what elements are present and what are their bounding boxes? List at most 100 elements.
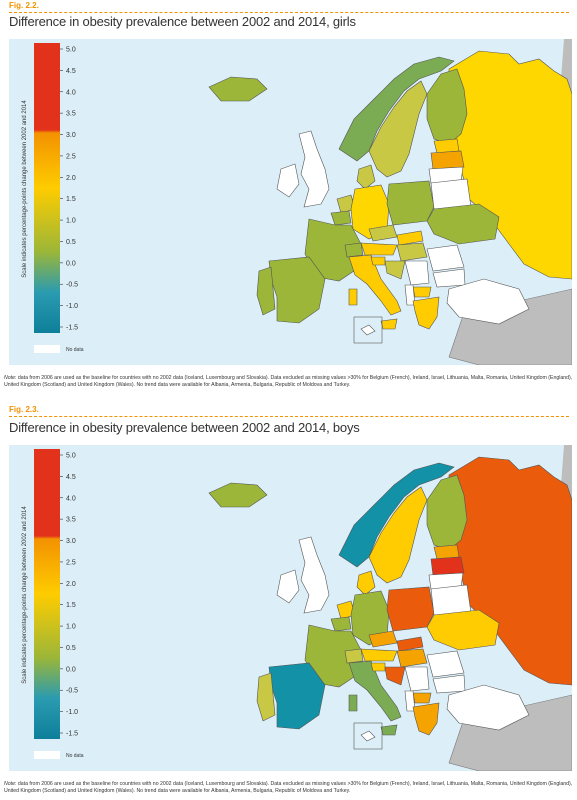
- legend-tick-label: -1.5: [66, 731, 78, 738]
- region-poland: [386, 180, 435, 226]
- figure-note: Note: data from 2006 are used as the bas…: [4, 375, 574, 388]
- legend-tick-label: 2.5: [66, 559, 76, 566]
- legend-tick-label: 2.0: [66, 581, 76, 588]
- region-ireland: [276, 163, 300, 198]
- malta-inset: [353, 316, 383, 344]
- legend-tick-label: 1.0: [66, 624, 76, 631]
- legend-axis-title-text: Scale indicates percentage-points change…: [22, 100, 28, 278]
- region-czechia: [368, 224, 398, 242]
- region-uk: [298, 130, 330, 208]
- region-denmark: [356, 164, 376, 190]
- region-estonia: [433, 544, 460, 560]
- region-sweden: [368, 486, 428, 584]
- region-czechia: [368, 630, 398, 648]
- legend-scale: 5.0 4.5 4.0 3.5 3.0 2.5 2.0 1.5 1.0 0.5 0.0 -0.5 -1.…: [34, 43, 84, 353]
- region-russia: [446, 456, 572, 686]
- region-finland: [426, 68, 468, 145]
- legend: 5.0 4.5 4.0 3.5 3.0 2.5 2.0 1.5 1.0 0.5 0.0 -0.5 -1.…: [34, 445, 104, 771]
- region-serbia: [404, 666, 430, 692]
- region-portugal: [256, 266, 276, 316]
- region-ireland: [276, 569, 300, 604]
- legend-tick-label: 5.0: [66, 47, 76, 54]
- region-italy: [348, 660, 402, 722]
- note-text: : data from 2006 are used as the baselin…: [4, 781, 573, 794]
- legend-no-data-label: No data: [66, 347, 84, 353]
- legend-tick-label: -1.5: [66, 325, 78, 332]
- region-serbia: [404, 260, 430, 286]
- region-norway: [338, 462, 455, 568]
- malta-inset: [353, 722, 383, 750]
- region-bulgaria: [432, 268, 466, 288]
- region-belarus: [430, 584, 472, 616]
- legend-tick-label: -0.5: [66, 282, 78, 289]
- region-belarus: [430, 178, 472, 210]
- legend: 5.0 4.5 4.0 3.5 3.0 2.5 2.0 1.5 1.0 0.5 0.0 -0.5 -1.…: [34, 39, 104, 365]
- legend-tick-label: 3.5: [66, 517, 76, 524]
- legend-tick-label: 1.5: [66, 602, 76, 609]
- legend-tick-label: 0.0: [66, 666, 76, 673]
- region-italy: [348, 254, 402, 316]
- region-croatia: [384, 260, 406, 280]
- legend-color-bar: [34, 43, 60, 333]
- legend-tick-label: 0.0: [66, 260, 76, 267]
- region-ukraine: [426, 203, 500, 245]
- region-estonia: [433, 138, 460, 154]
- note-text: : data from 2006 are used as the baselin…: [4, 375, 573, 388]
- legend-tick-label: 4.0: [66, 495, 76, 502]
- region-sweden: [368, 80, 428, 178]
- region-malta: [360, 324, 376, 336]
- region-switzerland: [344, 242, 364, 258]
- region-switzerland: [344, 648, 364, 664]
- legend-tick-label: 2.5: [66, 153, 76, 160]
- region-turkey: [446, 278, 530, 325]
- region-finland: [426, 474, 468, 551]
- legend-axis-title: Scale indicates percentage-points change…: [22, 100, 28, 278]
- region-slovakia: [396, 230, 424, 246]
- region-latvia: [430, 150, 465, 170]
- region-romania: [426, 650, 465, 678]
- legend-scale: 5.0 4.5 4.0 3.5 3.0 2.5 2.0 1.5 1.0 0.5 0.0 -0.5 -1.…: [34, 449, 84, 759]
- legend-tick-label: -1.0: [66, 709, 78, 716]
- region-sicily: [380, 724, 398, 736]
- region-austria: [360, 242, 398, 256]
- legend-tick-label: 3.0: [66, 538, 76, 545]
- legend-tick-label: 4.5: [66, 474, 76, 481]
- region-slovenia: [370, 662, 386, 672]
- legend-axis-title-text: Scale indicates percentage-points change…: [22, 506, 28, 684]
- legend-tick-label: 4.0: [66, 89, 76, 96]
- europe-map-girls: [208, 39, 572, 365]
- region-bulgaria: [432, 674, 466, 694]
- figure-title: Difference in obesity prevalence between…: [9, 14, 356, 29]
- legend-tick-label: 2.0: [66, 175, 76, 182]
- region-croatia: [384, 666, 406, 686]
- legend-tick-label: 3.0: [66, 132, 76, 139]
- region-belgium: [330, 210, 352, 226]
- figure-label: Fig. 2.3.: [9, 405, 39, 414]
- region-denmark: [356, 570, 376, 596]
- region-russia: [446, 50, 572, 280]
- region-turkey: [446, 684, 530, 731]
- region-norway: [338, 56, 455, 162]
- figure-label: Fig. 2.2.: [9, 1, 39, 10]
- region-poland: [386, 586, 435, 632]
- figure-note: Note: data from 2006 are used as the bas…: [4, 781, 574, 794]
- region-malta: [360, 730, 376, 742]
- map-panel: 5.0 4.5 4.0 3.5 3.0 2.5 2.0 1.5 1.0 0.5 0.0 -0.5 -1.…: [9, 445, 572, 771]
- legend-tick-label: 0.5: [66, 239, 76, 246]
- legend-no-data-swatch: [34, 751, 60, 759]
- note-prefix: Note: [4, 781, 15, 787]
- figure-divider: [9, 416, 569, 417]
- region-austria: [360, 648, 398, 662]
- legend-tick-label: 1.5: [66, 196, 76, 203]
- europe-map-boys: [208, 445, 572, 771]
- map-panel: 5.0 4.5 4.0 3.5 3.0 2.5 2.0 1.5 1.0 0.5 0.0 -0.5 -1.…: [9, 39, 572, 365]
- legend-no-data-swatch: [34, 345, 60, 353]
- region-sardinia: [348, 694, 358, 712]
- region-iceland: [208, 482, 268, 508]
- legend-tick-label: 5.0: [66, 453, 76, 460]
- legend-tick-label: 0.5: [66, 645, 76, 652]
- region-belgium: [330, 616, 352, 632]
- region-romania: [426, 244, 465, 272]
- region-uk: [298, 536, 330, 614]
- region-sicily: [380, 318, 398, 330]
